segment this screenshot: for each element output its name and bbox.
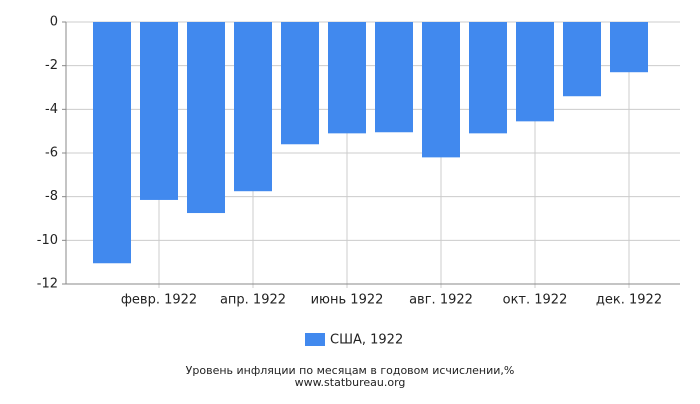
x-tick-label: дек. 1922 (596, 293, 662, 308)
y-tick-label: 0 (50, 15, 58, 30)
y-tick-label: -4 (45, 102, 58, 117)
y-tick-label: -12 (37, 277, 58, 292)
bar (234, 22, 272, 192)
bar (140, 22, 178, 200)
y-tick-label: -8 (45, 189, 58, 204)
bar (516, 22, 554, 122)
bar (187, 22, 225, 214)
y-tick-label: -6 (45, 146, 58, 161)
bar (375, 22, 413, 133)
legend-label: США, 1922 (330, 333, 403, 348)
source: www.statbureau.org (295, 376, 406, 389)
x-tick-label: февр. 1922 (121, 293, 197, 308)
x-tick-label: окт. 1922 (503, 293, 568, 308)
chart-title: Уровень инфляции по месяцам в годовом ис… (186, 364, 515, 377)
bar (469, 22, 507, 134)
legend-swatch (305, 333, 325, 346)
x-tick-label: апр. 1922 (220, 293, 286, 308)
x-tick-label: авг. 1922 (409, 293, 473, 308)
bar (422, 22, 460, 158)
y-tick-label: -2 (45, 58, 58, 73)
bar (93, 22, 131, 264)
bar (328, 22, 366, 134)
bar (610, 22, 648, 73)
bar (563, 22, 601, 97)
x-tick-label: июнь 1922 (311, 293, 384, 308)
bar (281, 22, 319, 145)
y-tick-label: -10 (37, 233, 58, 248)
